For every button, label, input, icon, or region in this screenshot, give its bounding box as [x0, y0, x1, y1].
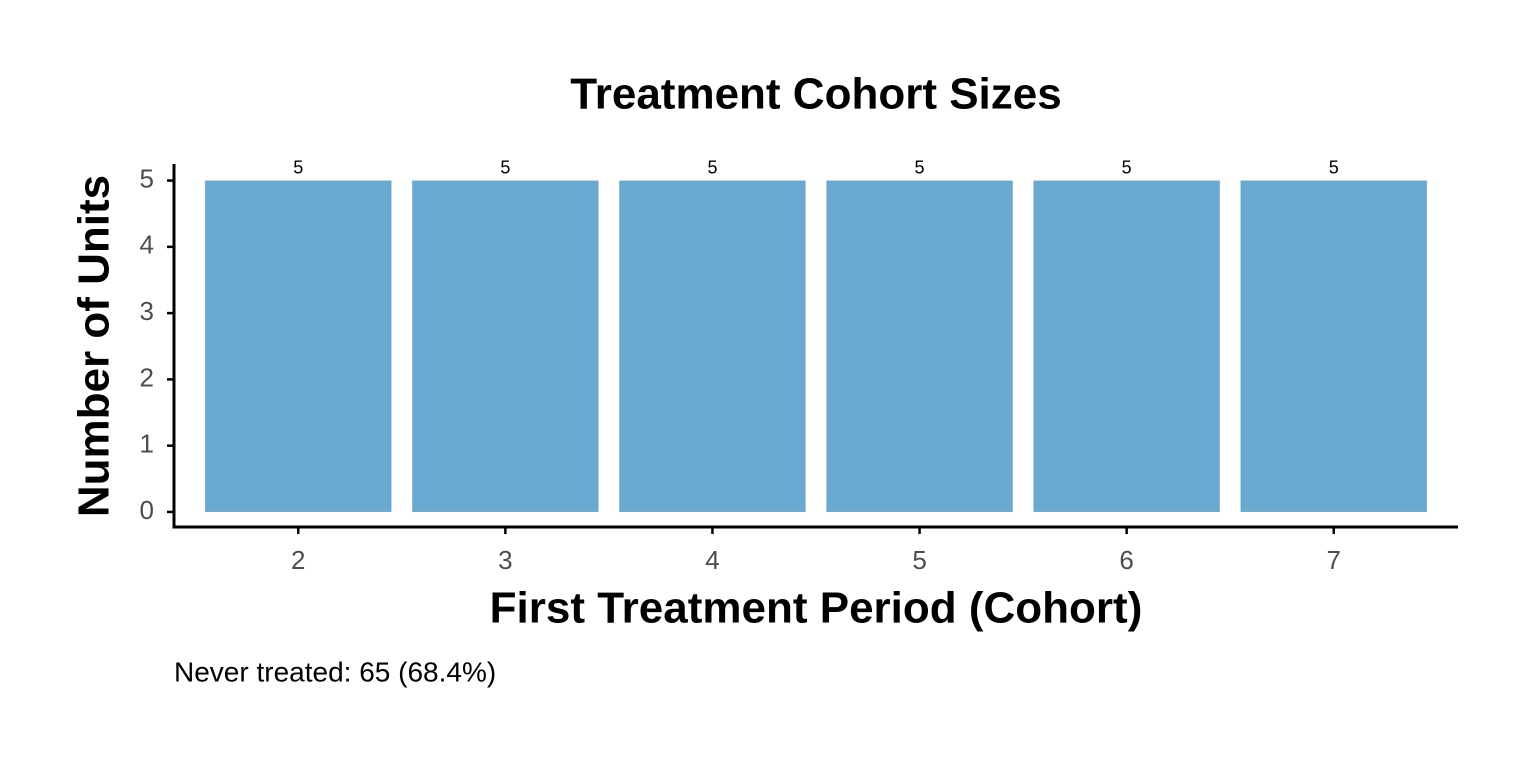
- chart-title: Treatment Cohort Sizes: [570, 70, 1061, 119]
- y-tick-label: 3: [140, 296, 154, 326]
- data-label: 5: [707, 157, 717, 177]
- y-axis-label: Number of Units: [70, 175, 119, 517]
- y-tick-label: 0: [140, 495, 154, 525]
- x-tick-label: 7: [1327, 545, 1341, 575]
- y-tick-label: 2: [140, 362, 154, 392]
- bar: [412, 180, 599, 512]
- x-tick-label: 6: [1119, 545, 1133, 575]
- caption: Never treated: 65 (68.4%): [174, 656, 496, 687]
- data-label: 5: [1122, 157, 1132, 177]
- bar: [619, 180, 806, 512]
- x-tick-label: 2: [291, 545, 305, 575]
- bar: [1240, 180, 1427, 512]
- data-label: 5: [1329, 157, 1339, 177]
- bar: [1033, 180, 1220, 512]
- bar: [826, 180, 1013, 512]
- bar: [205, 180, 392, 512]
- data-label: 5: [500, 157, 510, 177]
- y-tick-label: 4: [140, 230, 154, 260]
- data-label: 5: [293, 157, 303, 177]
- data-label: 5: [915, 157, 925, 177]
- x-axis-label: First Treatment Period (Cohort): [490, 584, 1143, 633]
- x-tick-label: 4: [705, 545, 719, 575]
- y-tick-label: 5: [140, 163, 154, 193]
- x-tick-label: 5: [912, 545, 926, 575]
- y-tick-label: 1: [140, 429, 154, 459]
- x-tick-label: 3: [498, 545, 512, 575]
